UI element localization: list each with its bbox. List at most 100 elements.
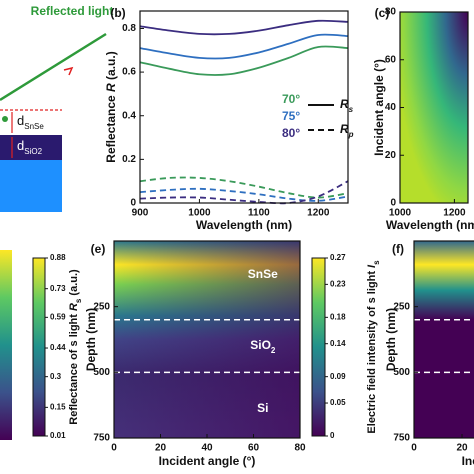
y-tick-label: 500 bbox=[93, 367, 110, 378]
text-part: Reflectance bbox=[104, 92, 118, 163]
colorbar bbox=[311, 257, 326, 437]
x-tick-label: 1200 bbox=[443, 208, 466, 219]
heatmap bbox=[400, 12, 468, 203]
x-tick-label: 0 bbox=[411, 443, 417, 454]
text-sub: s bbox=[372, 260, 381, 265]
text-part: Depth (nm) bbox=[384, 308, 398, 371]
schematic: Reflected light dSnSe dSiO2 bbox=[0, 4, 113, 212]
legend-angle: 75° bbox=[282, 109, 300, 123]
plot-frame bbox=[139, 10, 349, 204]
line-series bbox=[139, 19, 349, 36]
x-axis-label: Incident angle (°) bbox=[159, 454, 256, 468]
light-spot bbox=[2, 116, 8, 122]
y-tick-label: 40 bbox=[385, 102, 397, 113]
text-italic: R bbox=[104, 83, 118, 92]
x-tick-label: 1100 bbox=[248, 208, 270, 219]
text-part: (a.u.) bbox=[68, 269, 80, 299]
x-axis-label: Wavelength (nm) bbox=[386, 218, 474, 232]
y-tick-label: 0.6 bbox=[122, 67, 136, 78]
colorbar-tick-label: 0.73 bbox=[50, 284, 66, 293]
x-axis-label: Wavelength (nm) bbox=[196, 218, 292, 232]
text-part: Depth (nm) bbox=[84, 308, 98, 371]
text-sub: 2 bbox=[271, 346, 276, 355]
y-tick-label: 60 bbox=[385, 54, 397, 65]
x-tick-label: 1000 bbox=[389, 208, 412, 219]
colorbar bbox=[32, 257, 46, 437]
y-axis-label: Incident angle (°) bbox=[372, 59, 386, 156]
colorbar-tick-label: 0.09 bbox=[330, 372, 346, 381]
line-series bbox=[139, 187, 349, 202]
x-axis-label: Incident angle (°) bbox=[462, 454, 474, 468]
colorbar-tick-label: 0 bbox=[330, 431, 335, 440]
text-part: (a.u.) bbox=[104, 51, 118, 83]
y-tick-label: 250 bbox=[393, 301, 410, 312]
x-tick-label: 1000 bbox=[188, 208, 211, 219]
d-sio2-label: dSiO2 bbox=[17, 138, 43, 155]
x-tick-label: 80 bbox=[294, 443, 306, 454]
text-part: d bbox=[17, 138, 24, 153]
text-part: Reflectance of s light bbox=[68, 311, 80, 425]
plot-frame bbox=[413, 240, 474, 439]
text-part: Electric field intensity of s light bbox=[366, 268, 378, 434]
panel-label: (f) bbox=[392, 242, 404, 256]
text-part: Wavelength (nm) bbox=[196, 218, 292, 232]
y-tick-label: 0 bbox=[390, 198, 396, 209]
colorbar-tick-label: 0.18 bbox=[330, 312, 346, 321]
legend-style: Rp bbox=[340, 122, 354, 138]
y-tick-label: 0.2 bbox=[122, 154, 136, 165]
d-snse-label: dSnSe bbox=[17, 113, 44, 130]
y-tick-label: 500 bbox=[393, 367, 410, 378]
y-tick-label: 0 bbox=[130, 198, 136, 209]
layer-label: SnSe bbox=[248, 267, 278, 281]
text-sub: s bbox=[349, 105, 354, 114]
panel-label: (b) bbox=[110, 6, 125, 20]
panel-label: (e) bbox=[91, 242, 106, 256]
layer-label: SiO2 bbox=[250, 338, 276, 354]
legend-angle: 70° bbox=[282, 92, 300, 106]
x-tick-label: 1200 bbox=[307, 208, 330, 219]
line-series bbox=[139, 33, 349, 60]
y-tick-label: 80 bbox=[385, 7, 397, 18]
y-tick-label: 20 bbox=[385, 150, 397, 161]
plot-frame bbox=[399, 11, 469, 204]
text-part: d bbox=[17, 113, 24, 128]
text-sub: p bbox=[348, 130, 354, 139]
colorbar-tick-label: 0.27 bbox=[330, 253, 346, 262]
si-substrate bbox=[0, 160, 62, 212]
text-part: Si bbox=[257, 401, 268, 415]
line-series bbox=[139, 180, 349, 205]
colorbar-tick-label: 0.44 bbox=[50, 343, 66, 352]
text-sub: SiO2 bbox=[24, 147, 42, 156]
colorbar-tick-label: 0.59 bbox=[50, 312, 66, 321]
panel-label: (c) bbox=[375, 6, 390, 20]
line-series bbox=[139, 176, 349, 199]
colorbar-tick-label: 0.05 bbox=[330, 398, 346, 407]
colorbar-tick-label: 0.88 bbox=[50, 253, 66, 262]
colorbar-label: Electric field intensity of s light Is bbox=[366, 260, 381, 434]
colorbar-tick-label: 0.14 bbox=[330, 339, 346, 348]
text-part: SiO bbox=[250, 338, 271, 352]
text-part: Incident angle (°) bbox=[462, 454, 474, 468]
x-tick-label: 20 bbox=[456, 443, 468, 454]
plot-frame bbox=[113, 240, 301, 439]
text-part: SnSe bbox=[248, 267, 278, 281]
y-axis-label: Depth (nm) bbox=[84, 308, 98, 371]
x-tick-label: 0 bbox=[111, 443, 117, 454]
legend-style: Rs bbox=[340, 97, 354, 113]
colorbar-tick-label: 0.3 bbox=[50, 372, 62, 381]
y-axis-label: Reflectance R (a.u.) bbox=[104, 51, 118, 162]
y-tick-label: 0.4 bbox=[122, 110, 136, 121]
sio2-layer bbox=[0, 135, 62, 160]
colorbar-tick-label: 0.23 bbox=[330, 279, 346, 288]
y-tick-label: 750 bbox=[393, 433, 410, 444]
layer-label: Si bbox=[257, 401, 268, 415]
y-tick-label: 0.8 bbox=[122, 23, 136, 34]
heatmap-edge bbox=[0, 250, 12, 440]
colorbar-tick-label: 0.15 bbox=[50, 402, 66, 411]
y-axis-label: Depth (nm) bbox=[384, 308, 398, 371]
legend-angle: 80° bbox=[282, 126, 300, 140]
text-italic: I bbox=[366, 264, 378, 268]
text-part: Wavelength (nm) bbox=[386, 218, 474, 232]
colorbar-tick-label: 0.01 bbox=[50, 431, 66, 440]
